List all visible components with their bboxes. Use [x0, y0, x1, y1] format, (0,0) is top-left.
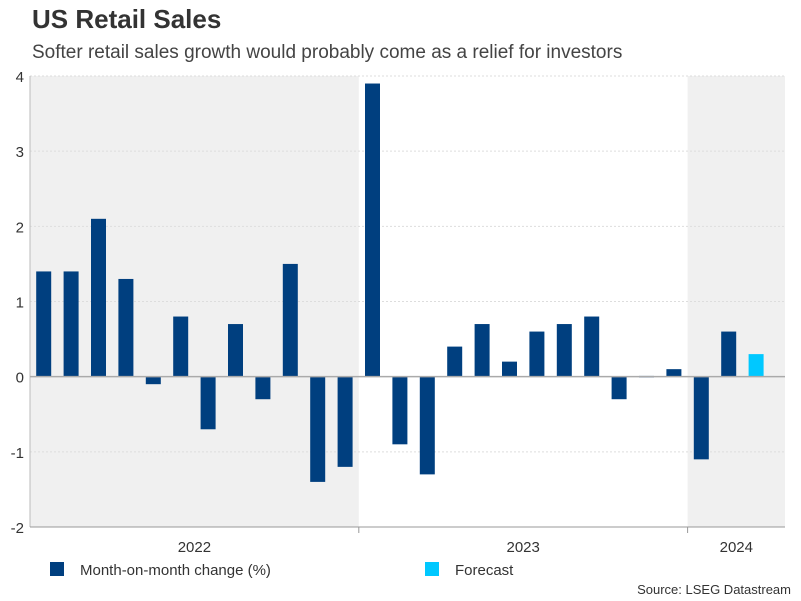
- legend-label: Month-on-month change (%): [80, 562, 271, 579]
- bar: [474, 324, 490, 377]
- y-tick-label: 4: [16, 69, 24, 86]
- y-tick-label: 0: [16, 370, 24, 387]
- bar: [365, 83, 380, 377]
- bar: [200, 376, 216, 430]
- bar: [502, 361, 517, 377]
- bar: [255, 376, 271, 400]
- bar: [721, 331, 737, 377]
- bar: [556, 324, 572, 377]
- bar: [36, 271, 52, 377]
- bar: [118, 278, 134, 377]
- bar: [145, 376, 161, 385]
- bar: [173, 316, 189, 377]
- y-tick-label: 3: [16, 144, 24, 161]
- chart-subtitle: Softer retail sales growth would probabl…: [32, 42, 623, 63]
- bar: [228, 324, 243, 377]
- legend-label: Forecast: [455, 562, 514, 579]
- bar: [693, 376, 709, 460]
- legend-swatch: [425, 562, 439, 576]
- bar: [282, 263, 298, 377]
- bar: [337, 376, 353, 467]
- bar: [447, 346, 463, 377]
- chart-title: US Retail Sales: [32, 4, 222, 34]
- legend-swatch: [50, 562, 64, 576]
- x-tick-label: 2024: [720, 539, 753, 556]
- y-tick-label: -2: [11, 520, 24, 537]
- x-tick-label: 2023: [507, 539, 540, 556]
- y-tick-label: 1: [16, 295, 24, 312]
- bar: [310, 376, 326, 482]
- bar: [63, 271, 79, 377]
- y-tick-label: -1: [11, 445, 24, 462]
- bar: [611, 376, 627, 400]
- bar: [584, 316, 600, 377]
- forecast-bar: [748, 354, 764, 377]
- x-tick-label: 2022: [178, 539, 211, 556]
- bar: [529, 331, 545, 377]
- source-note: Source: LSEG Datastream: [637, 582, 791, 597]
- y-tick-label: 2: [16, 219, 24, 236]
- bar: [91, 218, 106, 377]
- bar: [666, 369, 682, 377]
- bar: [419, 376, 435, 475]
- bar: [392, 376, 408, 445]
